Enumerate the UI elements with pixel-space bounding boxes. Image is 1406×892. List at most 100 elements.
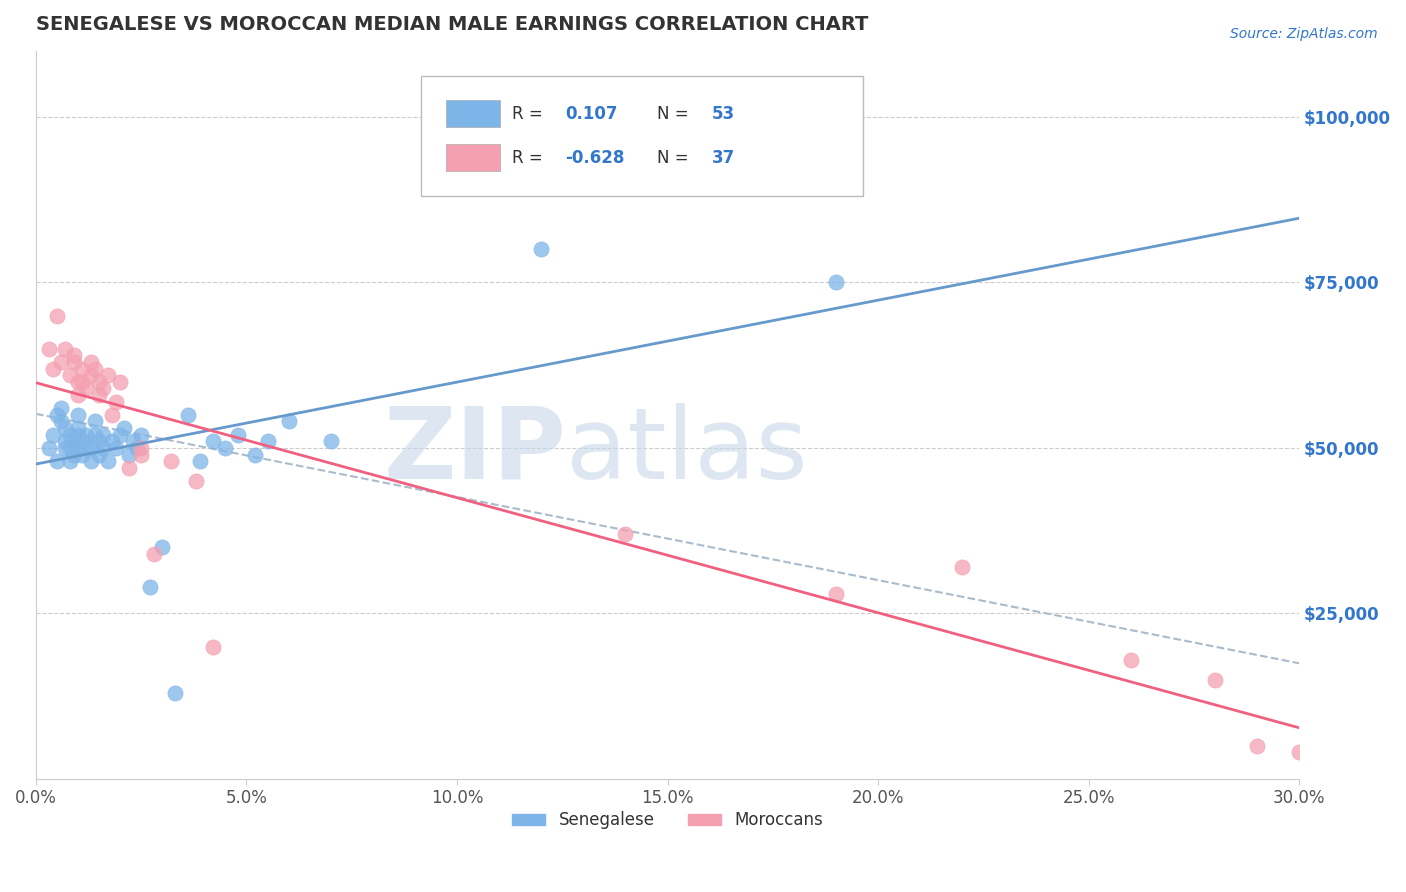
Point: [125, 441, 148, 455]
Point: [38, 441, 60, 455]
Point: [319, 434, 342, 449]
Text: R =: R =: [512, 105, 548, 123]
Point: [87, 434, 110, 449]
Text: N =: N =: [658, 105, 695, 123]
Point: [67, 388, 90, 402]
Text: 53: 53: [711, 105, 735, 123]
Point: [1119, 653, 1142, 667]
Point: [63, 434, 86, 449]
Point: [950, 560, 973, 574]
Point: [825, 586, 848, 600]
Point: [91, 381, 114, 395]
Point: [91, 427, 114, 442]
Point: [46, 309, 69, 323]
Point: [72, 375, 94, 389]
Point: [67, 441, 90, 455]
Point: [46, 408, 69, 422]
Point: [67, 427, 90, 442]
Point: [112, 421, 135, 435]
Point: [63, 348, 86, 362]
Text: R =: R =: [512, 149, 548, 167]
Point: [38, 342, 60, 356]
FancyBboxPatch shape: [447, 144, 499, 171]
Point: [1246, 739, 1268, 753]
Point: [163, 686, 186, 700]
Point: [83, 361, 105, 376]
Point: [138, 580, 160, 594]
Point: [79, 441, 101, 455]
Point: [67, 408, 90, 422]
Point: [117, 460, 139, 475]
Text: atlas: atlas: [567, 403, 808, 500]
Point: [79, 355, 101, 369]
Point: [256, 434, 278, 449]
Point: [42, 361, 65, 376]
Point: [96, 368, 118, 383]
Point: [201, 434, 224, 449]
Point: [277, 415, 299, 429]
Point: [96, 454, 118, 468]
Point: [55, 342, 77, 356]
Point: [75, 427, 97, 442]
Point: [51, 355, 73, 369]
Point: [243, 448, 266, 462]
Point: [51, 401, 73, 416]
Point: [108, 427, 131, 442]
Point: [87, 388, 110, 402]
FancyBboxPatch shape: [447, 100, 499, 128]
Point: [201, 640, 224, 654]
Point: [176, 408, 198, 422]
Point: [59, 427, 82, 442]
Point: [121, 434, 143, 449]
Point: [59, 454, 82, 468]
Point: [51, 415, 73, 429]
Point: [100, 408, 122, 422]
Point: [59, 368, 82, 383]
Point: [42, 427, 65, 442]
Point: [63, 448, 86, 462]
Point: [46, 454, 69, 468]
Point: [104, 394, 127, 409]
Point: [150, 541, 173, 555]
Text: 37: 37: [711, 149, 735, 167]
Point: [184, 474, 207, 488]
Text: Source: ZipAtlas.com: Source: ZipAtlas.com: [1230, 27, 1378, 41]
Text: N =: N =: [658, 149, 695, 167]
Point: [142, 547, 165, 561]
Point: [825, 276, 848, 290]
Point: [87, 375, 110, 389]
Point: [100, 434, 122, 449]
Point: [67, 375, 90, 389]
Point: [104, 441, 127, 455]
Point: [1204, 673, 1226, 687]
Text: SENEGALESE VS MOROCCAN MEDIAN MALE EARNINGS CORRELATION CHART: SENEGALESE VS MOROCCAN MEDIAN MALE EARNI…: [37, 15, 869, 34]
Point: [67, 421, 90, 435]
Point: [117, 448, 139, 462]
Point: [55, 434, 77, 449]
Text: 0.107: 0.107: [565, 105, 617, 123]
Point: [79, 454, 101, 468]
Point: [75, 441, 97, 455]
Point: [188, 454, 211, 468]
Point: [129, 441, 152, 455]
Point: [55, 441, 77, 455]
Point: [72, 434, 94, 449]
Point: [72, 448, 94, 462]
Point: [83, 415, 105, 429]
Legend: Senegalese, Moroccans: Senegalese, Moroccans: [505, 805, 830, 836]
Point: [79, 368, 101, 383]
Point: [83, 427, 105, 442]
Point: [72, 361, 94, 376]
FancyBboxPatch shape: [422, 77, 863, 196]
Point: [530, 243, 553, 257]
Point: [55, 421, 77, 435]
Point: [63, 355, 86, 369]
Point: [87, 448, 110, 462]
Point: [214, 441, 236, 455]
Point: [1288, 746, 1310, 760]
Text: -0.628: -0.628: [565, 149, 624, 167]
Point: [108, 375, 131, 389]
Point: [129, 448, 152, 462]
Point: [59, 441, 82, 455]
Text: ZIP: ZIP: [384, 403, 567, 500]
